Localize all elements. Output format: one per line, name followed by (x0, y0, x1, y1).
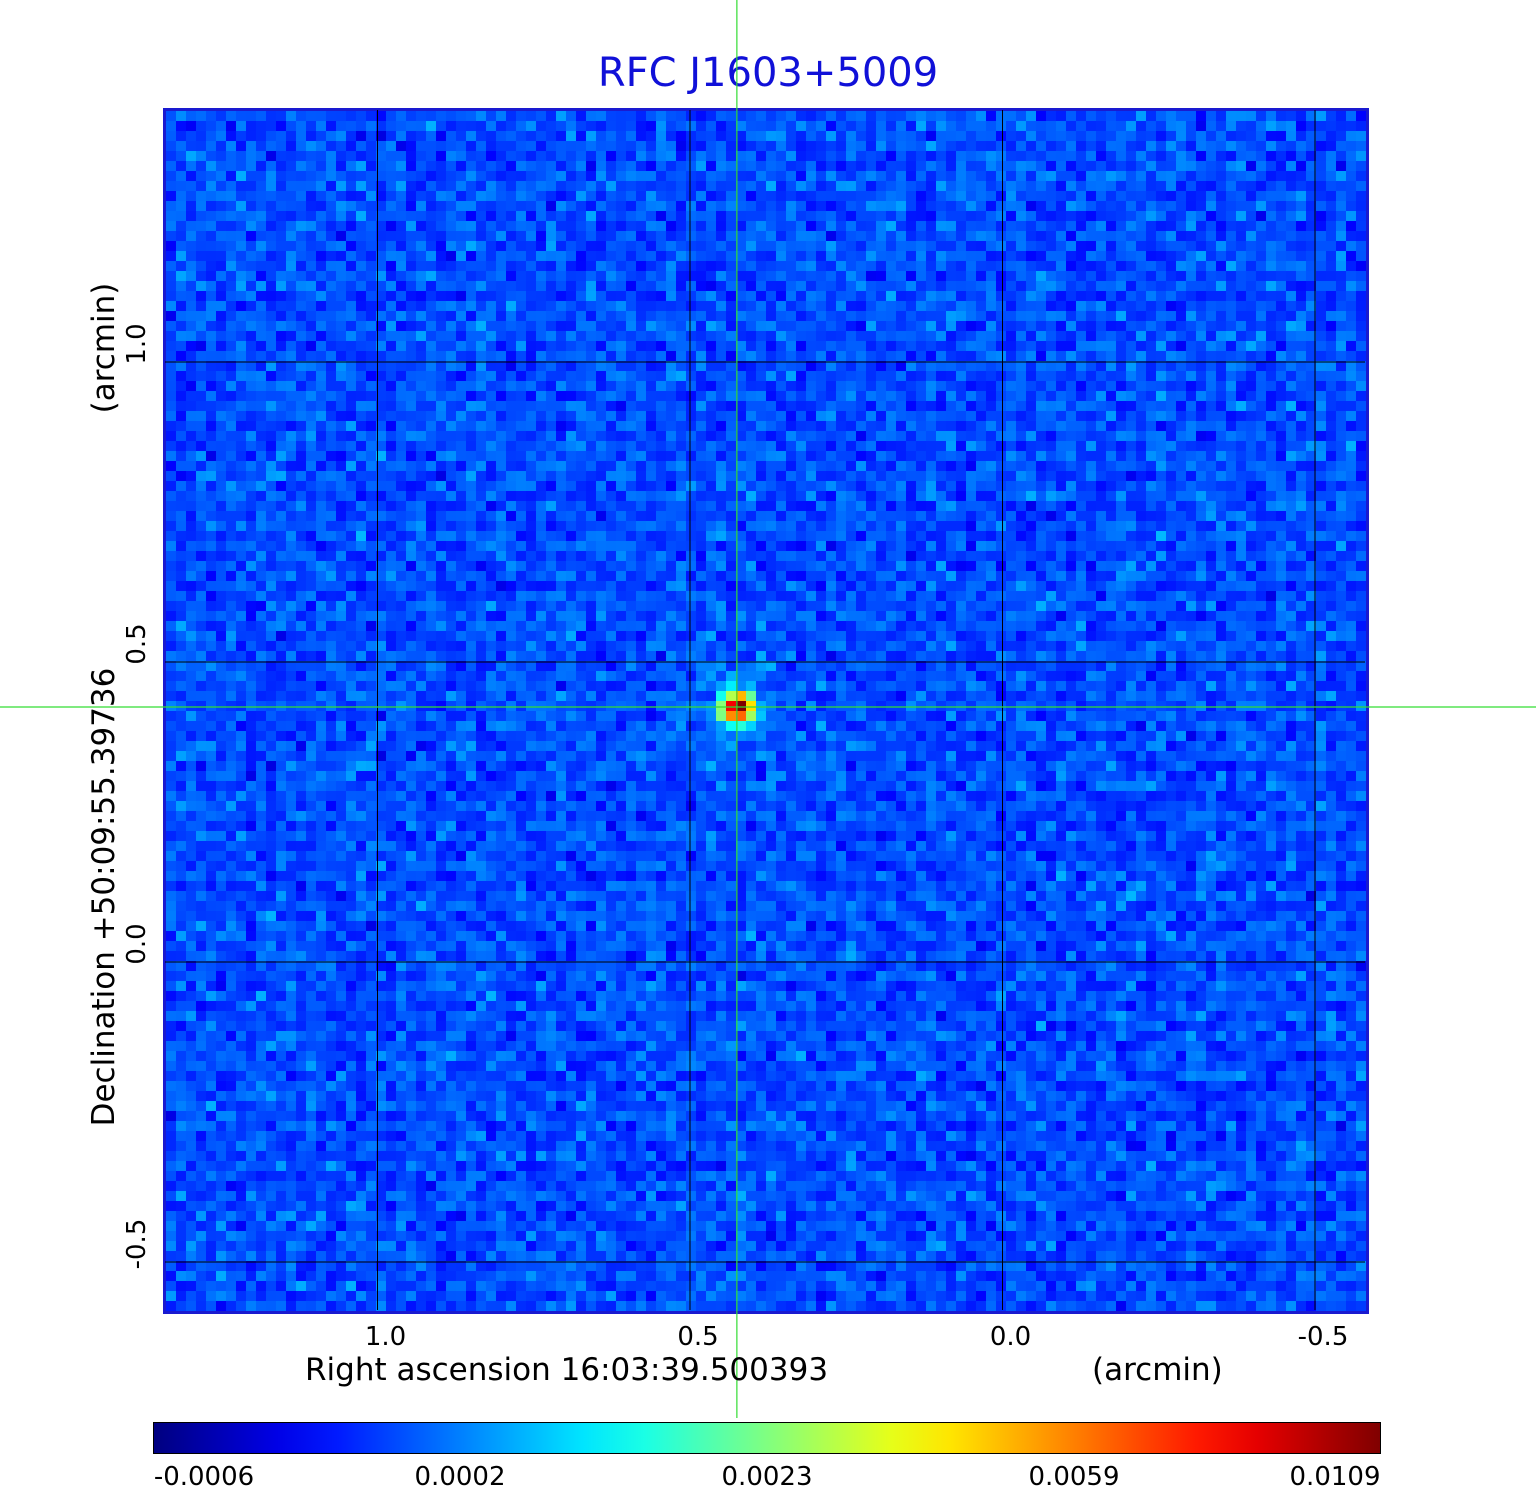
y-axis-unit: (arcmin) (86, 282, 122, 414)
x-tick-label-3: -0.5 (1297, 1322, 1349, 1352)
x-tick-label-0: 1.0 (364, 1322, 407, 1352)
y-axis-label: Declination +50:09:55.39736 (86, 667, 122, 1127)
x-axis-unit: (arcmin) (1092, 1352, 1223, 1388)
colorbar (153, 1422, 1381, 1454)
y-tick-label-3: -0.5 (122, 1218, 152, 1270)
colorbar-label-3: 0.0059 (1028, 1462, 1120, 1492)
y-tick-label-0: 1.0 (122, 323, 152, 365)
x-axis-label: Right ascension 16:03:39.500393 (305, 1352, 829, 1388)
image-map[interactable] (163, 108, 1369, 1314)
colorbar-label-1: 0.0002 (414, 1462, 506, 1492)
intensity-map (166, 111, 1366, 1311)
y-tick-label-2: 0.0 (122, 923, 152, 965)
colorbar-label-4: 0.0109 (1289, 1462, 1381, 1492)
colorbar-label-0: -0.0006 (153, 1462, 255, 1492)
x-tick-label-2: 0.0 (989, 1322, 1032, 1352)
chart-title: RFC J1603+5009 (597, 50, 939, 96)
x-tick-label-1: 0.5 (677, 1322, 719, 1352)
y-tick-label-1: 0.5 (122, 623, 152, 665)
colorbar-label-2: 0.0023 (721, 1462, 813, 1492)
